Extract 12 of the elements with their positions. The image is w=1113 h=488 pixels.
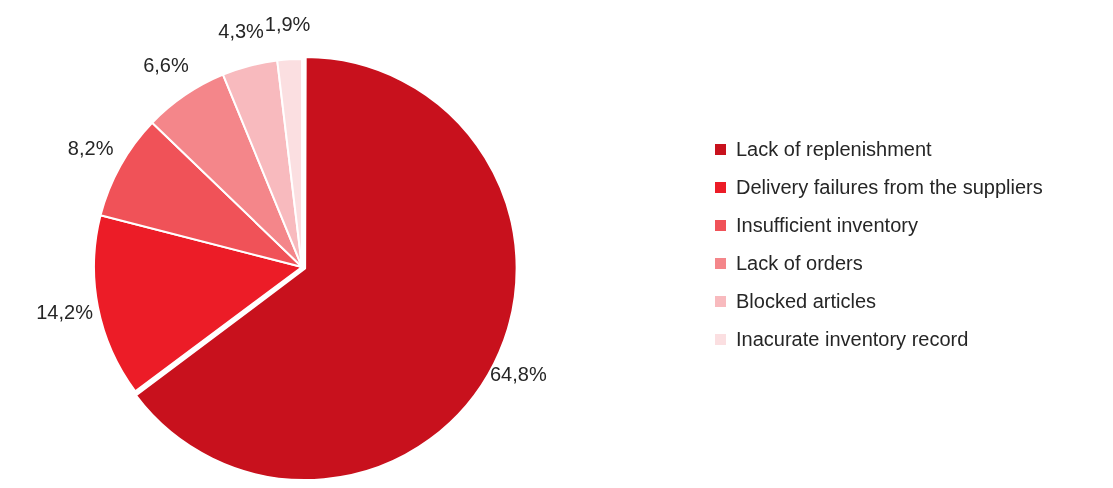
legend-label: Lack of replenishment	[736, 137, 932, 161]
legend-label: Lack of orders	[736, 251, 863, 275]
data-label: 64,8%	[489, 363, 547, 386]
legend-label: Inacurate inventory record	[736, 327, 969, 351]
data-label: 14,2%	[36, 301, 94, 324]
legend-label: Blocked articles	[736, 289, 877, 313]
data-label: 8,2%	[67, 136, 114, 159]
data-label: 4,3%	[218, 20, 265, 43]
legend-label: Delivery failures from the suppliers	[736, 175, 1043, 199]
data-label: 1,9%	[264, 12, 311, 35]
legend-label: Insufficient inventory	[736, 213, 918, 237]
data-label: 6,6%	[143, 54, 189, 77]
